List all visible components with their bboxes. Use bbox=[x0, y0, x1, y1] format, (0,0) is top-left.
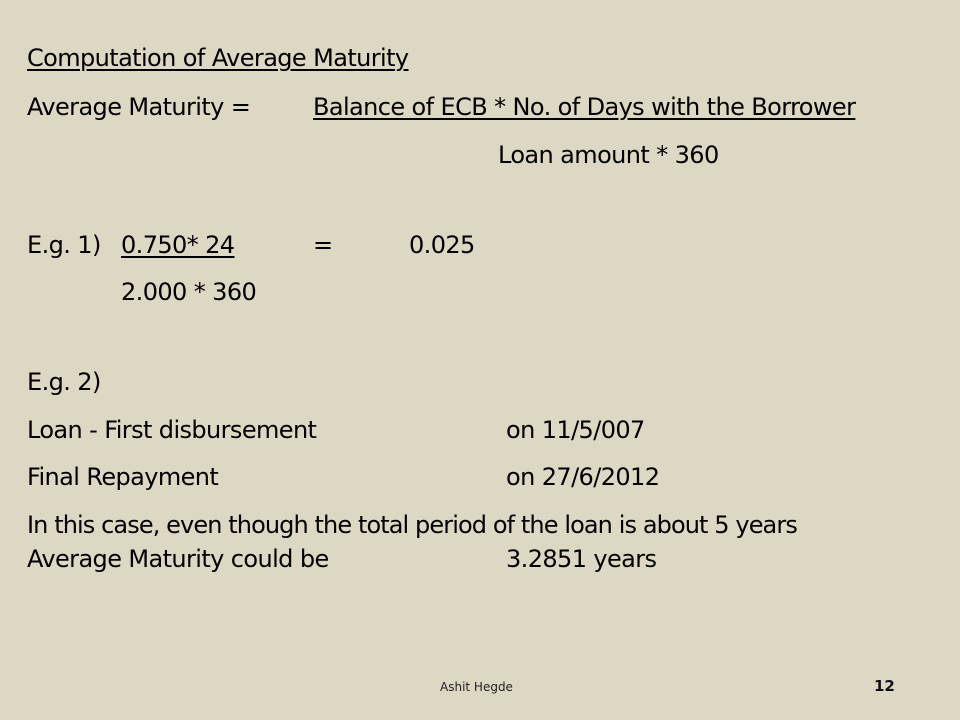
slide-title: Computation of Average Maturity bbox=[27, 44, 409, 72]
example1-equals: = bbox=[313, 231, 333, 259]
example1-label: E.g. 1) bbox=[27, 231, 101, 259]
avg-maturity-label: Average Maturity could be bbox=[27, 545, 329, 573]
page-number: 12 bbox=[874, 677, 895, 695]
formula-lhs: Average Maturity = bbox=[27, 93, 251, 121]
example1-result: 0.025 bbox=[409, 231, 475, 259]
first-disbursement-label: Loan - First disbursement bbox=[27, 416, 317, 444]
first-disbursement-date: on 11/5/007 bbox=[506, 416, 645, 444]
example1-denominator: 2.000 * 360 bbox=[121, 278, 257, 306]
formula-denominator: Loan amount * 360 bbox=[498, 141, 719, 169]
example2-label: E.g. 2) bbox=[27, 368, 101, 396]
final-repayment-label: Final Repayment bbox=[27, 463, 219, 491]
formula-numerator: Balance of ECB * No. of Days with the Bo… bbox=[313, 93, 856, 121]
example1-numerator: 0.750* 24 bbox=[121, 231, 235, 259]
avg-maturity-value: 3.2851 years bbox=[506, 545, 657, 573]
footer-author: Ashit Hegde bbox=[440, 680, 513, 694]
final-repayment-date: on 27/6/2012 bbox=[506, 463, 660, 491]
example2-note: In this case, even though the total peri… bbox=[27, 511, 798, 539]
